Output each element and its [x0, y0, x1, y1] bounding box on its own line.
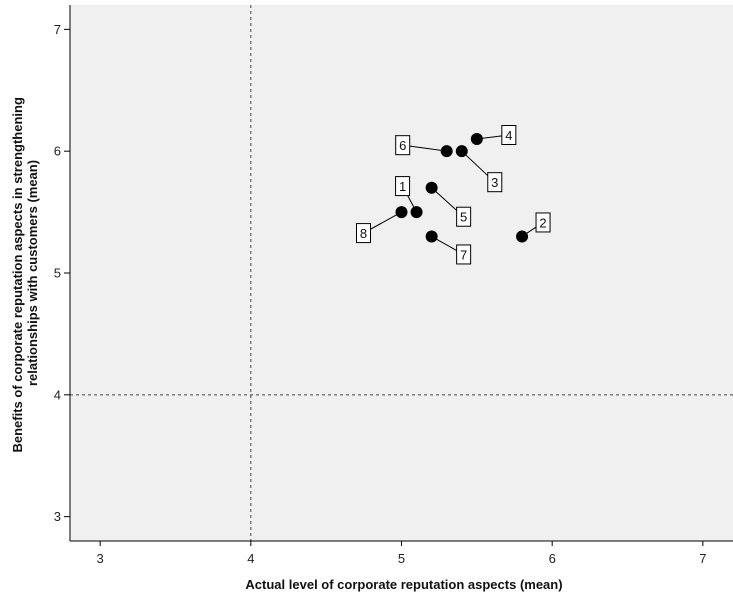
x-tick-label: 6 [549, 551, 556, 566]
point-label: 7 [460, 247, 467, 262]
point-label: 3 [491, 175, 498, 190]
x-tick-label: 3 [97, 551, 104, 566]
y-tick-label: 6 [54, 144, 61, 159]
point-marker [455, 145, 468, 158]
point-4: 4 [470, 125, 517, 145]
plot-area [70, 5, 733, 541]
point-label: 2 [539, 215, 546, 230]
x-axis-ticks: 3 4 5 6 7 [97, 541, 706, 566]
y-tick-label: 7 [54, 22, 61, 37]
x-tick-label: 5 [398, 551, 405, 566]
point-label-box [395, 135, 411, 156]
y-axis-title-line-1: Benefits of corporate reputation aspects… [10, 97, 25, 452]
point-label: 8 [360, 226, 367, 241]
point-6: 6 [395, 135, 453, 158]
point-label-box [487, 172, 503, 193]
reference-lines [70, 5, 733, 541]
point-label-box [535, 212, 551, 233]
point-marker [440, 145, 453, 158]
point-3: 3 [455, 145, 503, 193]
point-8: 8 [356, 206, 408, 244]
y-tick-label: 4 [54, 387, 61, 402]
point-label-box [501, 125, 517, 145]
y-tick-label: 5 [54, 266, 61, 281]
point-label: 1 [399, 179, 406, 194]
x-tick-label: 4 [247, 551, 254, 566]
point-label: 5 [460, 210, 467, 225]
point-5: 5 [425, 181, 472, 227]
x-axis-title: Actual level of corporate reputation asp… [245, 577, 562, 592]
point-1: 1 [395, 176, 423, 219]
y-axis-title: Benefits of corporate reputation aspects… [10, 93, 40, 452]
y-axis-ticks: 3 4 5 6 7 [54, 22, 70, 524]
point-label-box [456, 244, 472, 265]
y-axis-title-line-2: relationships with customers (mean) [25, 160, 40, 386]
point-marker [410, 206, 423, 219]
point-marker [425, 230, 438, 243]
point-label-box [456, 206, 472, 227]
y-tick-label: 3 [54, 509, 61, 524]
point-marker [395, 206, 408, 219]
point-label: 6 [399, 138, 406, 153]
point-label: 4 [505, 128, 512, 143]
point-marker [516, 230, 529, 243]
x-tick-label: 7 [699, 551, 706, 566]
point-marker [425, 181, 438, 194]
point-label-box [356, 223, 371, 244]
point-7: 7 [425, 230, 472, 265]
point-label-box [395, 176, 411, 197]
point-2: 2 [516, 212, 551, 243]
data-points: 1 2 3 4 5 6 7 8 [356, 125, 551, 265]
point-marker [470, 133, 483, 145]
